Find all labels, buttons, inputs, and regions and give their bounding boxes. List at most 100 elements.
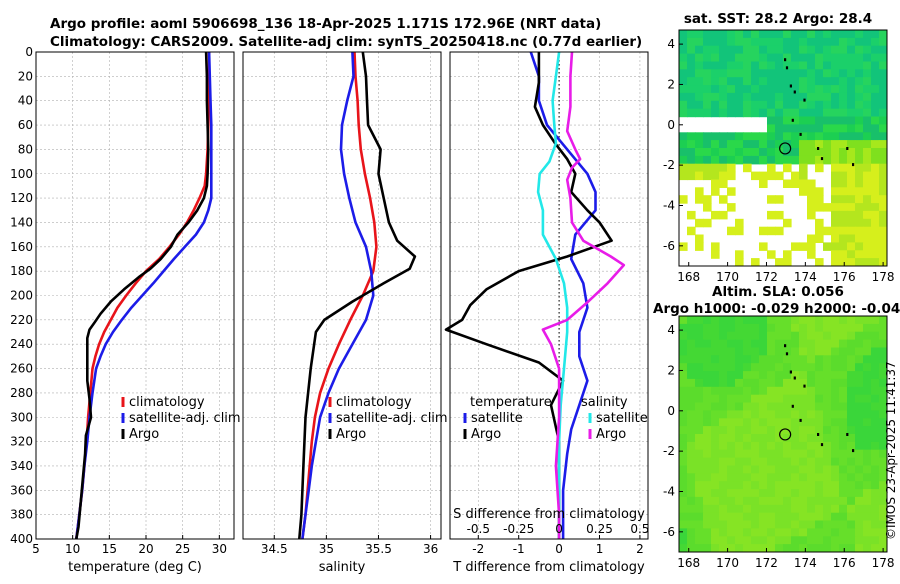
sla-map-cell	[879, 316, 887, 325]
sla-map-cell	[727, 323, 736, 333]
sla-map-cell	[855, 465, 864, 474]
sst-map-cell	[767, 69, 776, 78]
island-marker	[793, 376, 796, 380]
sst-map-cell	[847, 92, 856, 102]
sla-map-cell	[679, 457, 688, 467]
sst-map-cell	[855, 108, 864, 118]
sst-map-cell	[775, 30, 784, 39]
sst-map-cell	[799, 45, 808, 55]
sla-map-cell	[703, 520, 712, 529]
sst-map-cell	[839, 77, 848, 86]
sla-map-cell	[743, 323, 752, 333]
sst-map-cell	[743, 132, 752, 141]
sst-map-cell	[687, 140, 696, 149]
sla-map-cell	[775, 426, 784, 435]
sla-map-cell	[863, 434, 872, 443]
sst-map-cell	[775, 210, 784, 220]
sla-map-cell	[767, 496, 776, 506]
sla-map-cell	[783, 378, 792, 388]
sla-map-cell	[711, 465, 720, 474]
sla-map-cell	[735, 536, 744, 545]
sst-map-cell	[855, 203, 864, 212]
sst-map-cell	[863, 155, 872, 165]
sla-map-cell	[815, 449, 824, 459]
sst-map-cell	[863, 258, 872, 266]
sla-map-cell	[735, 386, 744, 396]
sst-map-cell	[687, 108, 696, 118]
temperature-xlabel: temperature (deg C)	[68, 560, 202, 575]
sst-map-cell	[863, 179, 872, 188]
sst-map-cell	[783, 258, 792, 266]
sla-map-cell	[847, 457, 856, 467]
sst-map-cell	[767, 132, 776, 141]
sst-map-cell	[807, 148, 816, 157]
difference-panel: -2 -1 0 1 2 -0.5 -0.25 0 0.25 0.5 S difference f…	[444, 51, 649, 575]
sla-map-cell	[719, 339, 728, 349]
sla-map-cell	[759, 426, 768, 435]
sst-map-cell	[855, 155, 864, 165]
s-tick-label: 0.25	[586, 522, 613, 536]
sla-map-cell	[863, 441, 872, 451]
sst-map-cell	[743, 140, 752, 149]
sst-map-cell	[695, 148, 704, 157]
sla-map-cell	[687, 520, 696, 529]
sst-map-cell	[727, 85, 736, 94]
sla-map-cell	[735, 418, 744, 427]
sla-map-cell	[679, 355, 688, 364]
sla-map-cell	[735, 481, 744, 490]
sla-map-cell	[743, 378, 752, 388]
sst-map-cell	[783, 179, 792, 188]
sla-map-cell	[847, 323, 856, 333]
sst-map-cell	[871, 210, 880, 220]
lon-tick-label: 176	[833, 270, 856, 284]
depth-tick-label: 240	[10, 337, 33, 351]
sla-map-cell	[815, 544, 824, 552]
sla-map-cell	[871, 410, 880, 419]
sla-map-cell	[759, 386, 768, 396]
sla-map-cell	[711, 520, 720, 529]
sla-map-cell	[879, 489, 887, 498]
sla-map-cell	[863, 394, 872, 404]
sst-map-cell	[799, 37, 808, 47]
sst-map-cell	[831, 234, 840, 243]
series-line-s-satellite	[536, 51, 569, 539]
sst-map-cell	[743, 77, 752, 86]
sla-map-cell	[863, 339, 872, 349]
sst-map-cell	[743, 108, 752, 118]
sst-map-cell	[831, 171, 840, 181]
sst-map-cell	[799, 61, 808, 70]
sst-map-cell	[831, 258, 840, 266]
sla-map-cell	[775, 496, 784, 506]
sst-map-cell	[695, 187, 704, 196]
sla-map-cell	[783, 520, 792, 529]
sla-map-cell	[863, 363, 872, 372]
sst-map-cell	[751, 37, 760, 47]
sla-map-cell	[703, 441, 712, 451]
sla-map-cell	[727, 441, 736, 451]
sst-map-cell	[751, 108, 760, 118]
sla-map-cell	[823, 386, 832, 396]
t-difference-tick-labels: -2 -1 0 1 2	[472, 542, 643, 556]
sla-map-cell	[799, 465, 808, 474]
sst-map-cell	[831, 203, 840, 212]
sla-map-cell	[687, 402, 696, 411]
sla-map-cell	[759, 528, 768, 537]
sla-map-cell	[735, 449, 744, 459]
sst-map-cell	[791, 100, 800, 110]
sst-map-cell	[815, 37, 824, 47]
sla-map-cell	[831, 410, 840, 419]
t-tick-label: 2	[636, 542, 644, 556]
depth-tick-label: 340	[10, 459, 33, 473]
sla-map-cell	[767, 457, 776, 467]
sla-map-cell	[711, 426, 720, 435]
sst-map-cell	[743, 37, 752, 47]
legend-label: satellite-adj. clim	[336, 411, 448, 426]
sla-map-cell	[783, 371, 792, 380]
sst-map-cell	[839, 179, 848, 188]
sla-map-cell	[679, 386, 688, 396]
sla-map-cell	[687, 457, 696, 467]
figure-title-line1: Argo profile: aoml 5906698_136 18-Apr-20…	[50, 16, 601, 32]
sla-map-cell	[791, 378, 800, 388]
lat-tick-label: 4	[667, 37, 675, 51]
